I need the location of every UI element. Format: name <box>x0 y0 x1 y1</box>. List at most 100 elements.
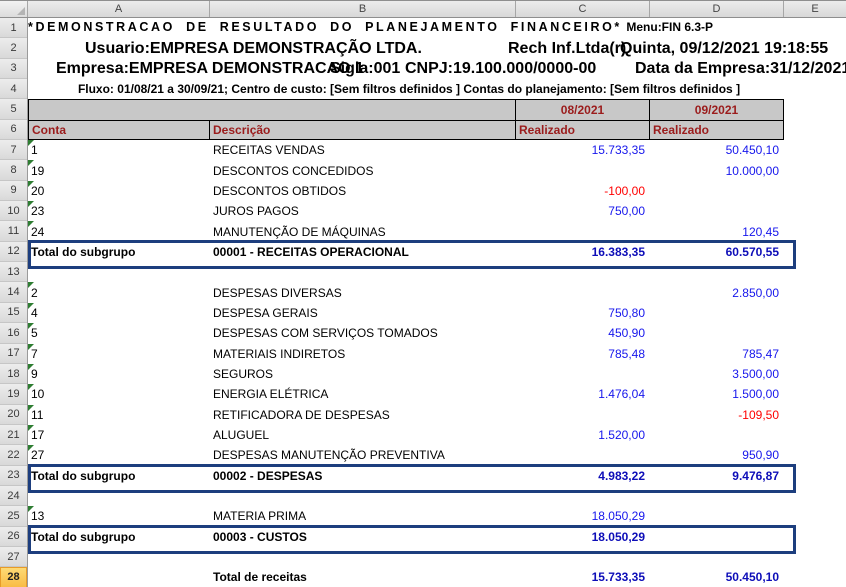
select-all-corner[interactable] <box>0 1 28 17</box>
period-header-09-2021[interactable]: 09/2021 <box>650 99 784 120</box>
report-company-row[interactable]: Empresa:EMPRESA DEMONSTRACAO 1 Sigla:001… <box>28 59 846 79</box>
cell-descricao[interactable]: 00002 - DESPESAS <box>213 468 323 483</box>
row-header-4[interactable]: 4 <box>0 79 27 100</box>
cell-col-e[interactable] <box>784 425 846 445</box>
row-header-10[interactable]: 10 <box>0 201 27 222</box>
cell-realizado-09-2021[interactable]: 2.850,00 <box>732 285 779 300</box>
row-header-7[interactable]: 7 <box>0 140 27 161</box>
cell-realizado-08-2021[interactable]: 15.733,35 <box>591 143 645 158</box>
row-header-20[interactable]: 20 <box>0 404 27 425</box>
cell-conta[interactable]: Total do subgrupo <box>31 468 136 483</box>
report-user-row[interactable]: Usuario:EMPRESA DEMONSTRAÇÃO LTDA. Rech … <box>28 38 846 58</box>
cell-realizado-09-2021[interactable]: 50.450,10 <box>725 570 779 585</box>
cell-realizado-08-2021[interactable]: -100,00 <box>604 183 645 198</box>
cell-descricao[interactable]: DESCONTOS OBTIDOS <box>213 183 347 198</box>
cell-realizado-09-2021[interactable] <box>650 506 784 526</box>
header-realizado-08[interactable]: Realizado <box>516 119 650 141</box>
cell-conta[interactable]: 13 <box>28 506 210 526</box>
cell-col-e[interactable] <box>784 303 846 323</box>
cell-conta[interactable]: 4 <box>28 302 210 323</box>
row-header-28[interactable]: 28 <box>0 567 27 587</box>
cell-conta[interactable]: 1 <box>28 140 210 160</box>
cell-realizado-08-2021[interactable]: 750,80 <box>608 305 645 320</box>
cell-realizado-09-2021[interactable]: 10.000,00 <box>725 163 779 178</box>
cell-descricao[interactable] <box>210 486 516 506</box>
cell-realizado-09-2021[interactable]: 50.450,10 <box>725 143 779 158</box>
cell-conta[interactable] <box>28 547 210 567</box>
row-header-12[interactable]: 12 <box>0 241 27 263</box>
row-header-13[interactable]: 13 <box>0 262 27 283</box>
cell-descricao[interactable] <box>210 547 516 567</box>
cell-col-e[interactable] <box>784 323 846 343</box>
report-filters-row[interactable]: Fluxo: 01/08/21 a 30/09/21; Centro de cu… <box>28 79 846 99</box>
cell-realizado-08-2021[interactable]: 1.476,04 <box>598 387 645 402</box>
cell-col-e[interactable] <box>784 445 846 465</box>
row-header-26[interactable]: 26 <box>0 526 27 547</box>
cell-conta[interactable]: 23 <box>28 201 210 221</box>
cell-realizado-08-2021[interactable] <box>516 262 650 282</box>
cell-realizado-09-2021[interactable] <box>650 262 784 282</box>
row-header-22[interactable]: 22 <box>0 445 27 466</box>
cell-realizado-08-2021[interactable]: 785,48 <box>608 346 645 361</box>
cell-col-e[interactable] <box>784 567 846 587</box>
cell-realizado-09-2021[interactable] <box>650 486 784 506</box>
cell-conta[interactable]: 17 <box>28 424 210 445</box>
cell-realizado-09-2021[interactable]: 120,45 <box>742 224 779 239</box>
column-header-d[interactable]: D <box>650 1 784 17</box>
cell-col-e[interactable] <box>784 262 846 282</box>
row-header-27[interactable]: 27 <box>0 546 27 568</box>
cell-col-e[interactable] <box>784 344 846 364</box>
cell-realizado-08-2021[interactable] <box>516 486 650 506</box>
cell-conta[interactable]: 24 <box>28 221 210 241</box>
cell-realizado-08-2021[interactable] <box>516 221 650 241</box>
cell-conta[interactable]: 27 <box>28 445 210 465</box>
column-header-c[interactable]: C <box>516 1 650 17</box>
cell-descricao[interactable]: 00003 - CUSTOS <box>213 529 307 544</box>
column-header-e[interactable]: E <box>784 1 846 17</box>
header-realizado-09[interactable]: Realizado <box>650 119 784 141</box>
cell-realizado-08-2021[interactable]: 15.733,35 <box>591 570 645 585</box>
cell-conta[interactable]: 19 <box>28 160 210 180</box>
cell-realizado-09-2021[interactable] <box>650 201 784 221</box>
header-spacer-cell[interactable] <box>28 99 516 120</box>
column-header-a[interactable]: A <box>28 1 210 17</box>
cell-descricao[interactable]: SEGUROS <box>213 367 274 382</box>
row-header-8[interactable]: 8 <box>0 160 27 181</box>
cell-realizado-09-2021[interactable]: 1.500,00 <box>732 387 779 402</box>
cell-descricao[interactable]: MATERIA PRIMA <box>213 509 307 524</box>
row-header-3[interactable]: 3 <box>0 58 27 80</box>
cell-conta[interactable]: 20 <box>28 180 210 201</box>
cell-conta[interactable]: Total do subgrupo <box>31 529 136 544</box>
row-header-25[interactable]: 25 <box>0 506 27 527</box>
cell-conta[interactable]: 11 <box>28 404 210 425</box>
cell-realizado-08-2021[interactable]: 18.050,29 <box>591 509 645 524</box>
cell-realizado-08-2021[interactable] <box>516 445 650 465</box>
cell-descricao[interactable]: DESPESAS DIVERSAS <box>213 285 342 300</box>
cell-realizado-08-2021[interactable] <box>516 160 650 180</box>
cell-conta[interactable]: 5 <box>28 323 210 343</box>
cell-col-e[interactable] <box>784 120 846 140</box>
cell-descricao[interactable] <box>210 262 516 282</box>
cell-descricao[interactable]: JUROS PAGOS <box>213 204 299 219</box>
cell-realizado-09-2021[interactable]: 9.476,87 <box>732 468 779 483</box>
cell-col-e[interactable] <box>784 486 846 506</box>
cell-col-e[interactable] <box>784 181 846 201</box>
cell-col-e[interactable] <box>784 201 846 221</box>
row-header-2[interactable]: 2 <box>0 38 27 59</box>
cell-realizado-09-2021[interactable] <box>650 527 784 547</box>
cell-col-e[interactable] <box>784 99 846 119</box>
cell-realizado-09-2021[interactable]: 785,47 <box>742 346 779 361</box>
cell-realizado-08-2021[interactable]: 16.383,35 <box>591 244 645 259</box>
column-header-b[interactable]: B <box>210 1 516 17</box>
cell-col-e[interactable] <box>784 405 846 425</box>
row-header-17[interactable]: 17 <box>0 343 27 364</box>
cell-realizado-09-2021[interactable]: 3.500,00 <box>732 367 779 382</box>
cell-realizado-09-2021[interactable]: -109,50 <box>738 407 779 422</box>
cell-col-e[interactable] <box>784 140 846 160</box>
cell-realizado-09-2021[interactable]: 60.570,55 <box>725 244 779 259</box>
cell-col-e[interactable] <box>784 242 846 262</box>
row-header-5[interactable]: 5 <box>0 99 27 120</box>
cell-realizado-09-2021[interactable] <box>650 303 784 323</box>
cell-realizado-09-2021[interactable] <box>650 547 784 567</box>
cell-col-e[interactable] <box>784 506 846 526</box>
